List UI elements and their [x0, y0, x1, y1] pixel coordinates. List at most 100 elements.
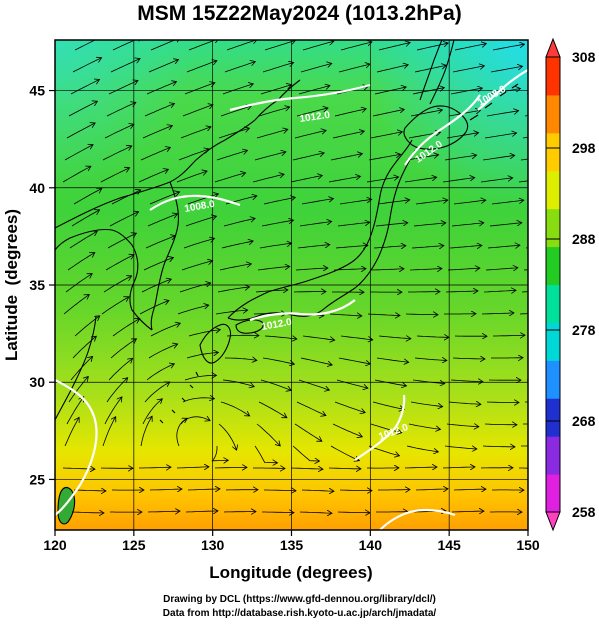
- streamline-arrow: [370, 132, 402, 139]
- streamline-arrow: [519, 313, 528, 315]
- isobar-1012-north: [229, 83, 371, 112]
- isobar-1012-south: [354, 394, 406, 461]
- streamline-arrow: [150, 323, 180, 337]
- isobar-label: 1012.0: [299, 110, 331, 125]
- streamline-arrow: [333, 269, 366, 270]
- colorbar-tick-label: 258: [572, 504, 596, 520]
- streamline-arrow: [218, 128, 249, 139]
- streamline-arrow: [519, 467, 528, 469]
- streamline-arrow: [147, 511, 180, 512]
- streamline-arrow: [147, 214, 178, 227]
- streamline-arrow: [452, 66, 484, 73]
- streamline-arrow: [260, 379, 291, 390]
- streamline-arrow: [256, 423, 280, 446]
- streamline-arrow: [110, 339, 137, 359]
- isobar-labels: 1008.0 1012.0 1012.0 1008.0 1012.0 1012.…: [184, 84, 509, 443]
- streamline-arrow: [296, 401, 326, 416]
- streamline-arrow: [339, 199, 372, 205]
- isobar-1008-northeast: [477, 69, 528, 111]
- streamline-arrow: [176, 418, 188, 447]
- streamline-arrow: [302, 41, 334, 51]
- streamline-arrow: [492, 44, 525, 51]
- y-tick-label: 30: [29, 374, 45, 390]
- streamline-arrow: [404, 177, 437, 183]
- streamline-arrow: [264, 40, 296, 51]
- streamline-arrow: [146, 82, 177, 95]
- streamline-arrow: [339, 490, 372, 491]
- streamline-arrow: [142, 126, 172, 139]
- streamline-arrow: [252, 174, 284, 183]
- streamline-arrow: [452, 358, 485, 359]
- streamline-arrow: [444, 445, 477, 449]
- streamline-arrow: [101, 297, 129, 315]
- streamline-arrow: [415, 489, 448, 490]
- streamline-arrow: [104, 124, 134, 139]
- streamline-arrow: [184, 375, 217, 381]
- colorbar-segment: [546, 436, 560, 475]
- streamline-arrow: [531, 45, 563, 50]
- streamline-arrow: [442, 467, 475, 468]
- streamline-arrow: [220, 106, 251, 117]
- colorbar: [545, 37, 561, 532]
- streamline-arrow: [72, 336, 96, 359]
- map-title: MSM 15Z22May2024 (1013.2hPa): [137, 2, 462, 25]
- streamline-arrow: [412, 88, 444, 95]
- streamline-arrow: [442, 178, 475, 183]
- isobar-1012-coast: [249, 299, 356, 322]
- y-tick-label: 40: [29, 180, 45, 196]
- streamline-arrow: [254, 152, 286, 161]
- streamline-arrow: [491, 200, 524, 205]
- streamline-arrow: [74, 40, 104, 51]
- streamline-arrow: [447, 268, 480, 270]
- streamline-arrow: [176, 467, 209, 468]
- streamline-arrow: [106, 102, 136, 117]
- streamline-arrow: [490, 66, 523, 73]
- streamline-arrow: [371, 269, 404, 270]
- streamline-arrow: [446, 424, 479, 427]
- streamline-arrow: [220, 401, 250, 416]
- streamlines: [62, 40, 563, 513]
- streamline-arrow: [181, 261, 213, 271]
- streamline-arrow: [484, 133, 517, 139]
- streamline-arrow: [144, 382, 170, 403]
- streamline-arrow: [226, 40, 257, 51]
- streamline-arrow: [254, 445, 278, 463]
- streamline-arrow: [143, 258, 173, 271]
- streamline-arrow: [108, 81, 138, 95]
- x-tick-label: 125: [122, 537, 146, 553]
- streamline-arrow: [253, 468, 285, 469]
- colorbar-tick-label: 268: [572, 413, 596, 429]
- streamline-arrow: [112, 40, 142, 51]
- streamline-arrow: [299, 512, 332, 513]
- streamline-arrow: [337, 512, 370, 513]
- streamline-arrow: [188, 330, 220, 337]
- streamline-arrow: [259, 243, 292, 249]
- streamline-arrow: [221, 241, 253, 249]
- colorbar-segment: [546, 170, 560, 210]
- footer-credit-data: Data from http://database.rish.kyoto-u.a…: [162, 608, 437, 619]
- colorbar-ticks: 258 268 278 288 298 308: [546, 49, 596, 520]
- streamline-arrow: [338, 64, 370, 73]
- y-axis: 25 30 35 40 45: [29, 83, 55, 487]
- streamline-arrow: [73, 490, 106, 491]
- colorbar-segment: [546, 132, 560, 172]
- streamline-arrow: [214, 467, 247, 468]
- streamline-arrow: [257, 266, 290, 271]
- streamline-arrow: [445, 291, 478, 292]
- streamline-arrow: [187, 489, 220, 490]
- streamline-arrow: [258, 401, 287, 418]
- streamline-arrow: [224, 62, 255, 73]
- streamline-arrow: [182, 398, 214, 403]
- streamline-arrow: [412, 379, 445, 384]
- y-tick-label: 35: [29, 277, 45, 293]
- streamline-arrow: [185, 511, 218, 512]
- streamline-arrow: [263, 197, 295, 205]
- streamline-arrow: [374, 87, 406, 95]
- streamline-arrow: [110, 59, 140, 73]
- streamline-arrow: [409, 269, 442, 271]
- streamline-arrow: [140, 147, 170, 161]
- streamline-arrow: [416, 336, 449, 337]
- streamline-arrow: [414, 65, 446, 73]
- streamline-arrow: [69, 231, 97, 249]
- streamline-arrow: [378, 490, 410, 491]
